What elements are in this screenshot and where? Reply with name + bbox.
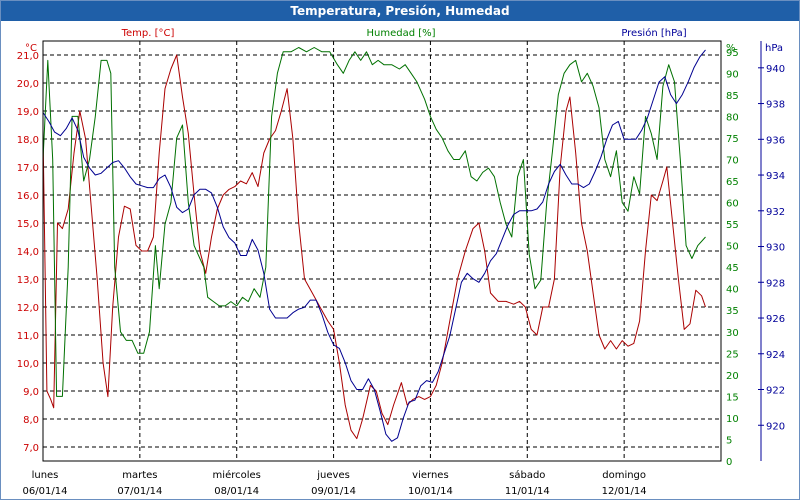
temperature-tick-label: 10,0 — [17, 359, 39, 370]
temperature-tick-label: 21,0 — [17, 51, 39, 62]
pressure-tick-label: 934 — [766, 171, 785, 182]
date-label: 09/01/14 — [311, 486, 356, 497]
humidity-tick-label: 45 — [726, 263, 739, 274]
date-label: 12/01/14 — [602, 486, 647, 497]
pressure-tick-label: 928 — [766, 278, 785, 289]
temperature-unit: °C — [25, 43, 37, 54]
temperature-tick-label: 17,0 — [17, 163, 39, 174]
temperature-tick-label: 13,0 — [17, 275, 39, 286]
humidity-tick-label: 55 — [726, 220, 739, 231]
temperature-tick-label: 18,0 — [17, 135, 39, 146]
day-label: sábado — [509, 469, 545, 481]
humidity-tick-label: 60 — [726, 199, 739, 210]
pressure-tick-label: 926 — [766, 314, 785, 325]
pressure-tick-label: 938 — [766, 100, 785, 111]
temperature-tick-label: 19,0 — [17, 107, 39, 118]
grid-lines — [43, 41, 721, 461]
humidity-tick-label: 10 — [726, 414, 739, 425]
humidity-unit: % — [726, 43, 736, 54]
humidity-tick-label: 75 — [726, 134, 739, 145]
day-label: lunes — [32, 470, 59, 481]
chart-title: Temperatura, Presión, Humedad — [1, 1, 799, 21]
plot-border — [42, 40, 722, 462]
series-line-temperature — [42, 54, 706, 440]
pressure-tick-label: 930 — [766, 243, 785, 254]
humidity-tick-label: 85 — [726, 91, 739, 102]
humidity-tick-label: 35 — [726, 306, 739, 317]
pressure-tick-label: 922 — [766, 386, 785, 397]
temperature-tick-label: 8,0 — [23, 415, 39, 426]
date-label: 07/01/14 — [117, 486, 162, 497]
humidity-tick-label: 15 — [726, 392, 739, 403]
date-label: 11/01/14 — [505, 486, 550, 497]
series-line-pressure — [42, 49, 706, 442]
temperature-tick-label: 9,0 — [23, 387, 39, 398]
date-label: 10/01/14 — [408, 486, 453, 497]
humidity-tick-label: 25 — [726, 349, 739, 360]
temperature-tick-label: 7,0 — [23, 443, 39, 454]
pressure-axis-title: Presión [hPa] — [621, 27, 686, 39]
humidity-tick-label: 0 — [726, 457, 732, 468]
humidity-tick-label: 50 — [726, 242, 739, 253]
humidity-tick-label: 65 — [726, 177, 739, 188]
temperature-tick-label: 16,0 — [17, 191, 39, 202]
date-label: 08/01/14 — [214, 486, 259, 497]
humidity-tick-label: 70 — [726, 155, 739, 166]
day-label: viernes — [412, 470, 448, 481]
day-label: domingo — [602, 470, 646, 481]
date-label: 06/01/14 — [23, 486, 68, 497]
pressure-tick-label: 920 — [766, 421, 785, 432]
temperature-tick-label: 11,0 — [17, 331, 39, 342]
humidity-tick-label: 40 — [726, 285, 739, 296]
temperature-axis-title: Temp. [°C] — [121, 28, 175, 39]
humidity-tick-label: 20 — [726, 371, 739, 382]
temperature-tick-label: 14,0 — [17, 247, 39, 258]
day-label: jueves — [316, 470, 350, 481]
humidity-tick-label: 5 — [726, 435, 732, 446]
pressure-tick-label: 932 — [766, 207, 785, 218]
pressure-tick-label: 940 — [766, 64, 785, 75]
pressure-tick-label: 936 — [766, 135, 785, 146]
humidity-axis-title: Humedad [%] — [366, 28, 435, 39]
humidity-tick-label: 95 — [726, 48, 739, 59]
humidity-tick-label: 90 — [726, 69, 739, 80]
temperature-tick-label: 20,0 — [17, 79, 39, 90]
temperature-tick-label: 12,0 — [17, 303, 39, 314]
temperature-tick-label: 15,0 — [17, 219, 39, 230]
humidity-tick-label: 80 — [726, 112, 739, 123]
day-label: miércoles — [213, 469, 261, 481]
pressure-tick-label: 924 — [766, 350, 785, 361]
pressure-unit: hPa — [765, 43, 783, 54]
day-label: martes — [122, 470, 157, 481]
humidity-tick-label: 30 — [726, 328, 739, 339]
series-line-humidity — [42, 47, 706, 397]
